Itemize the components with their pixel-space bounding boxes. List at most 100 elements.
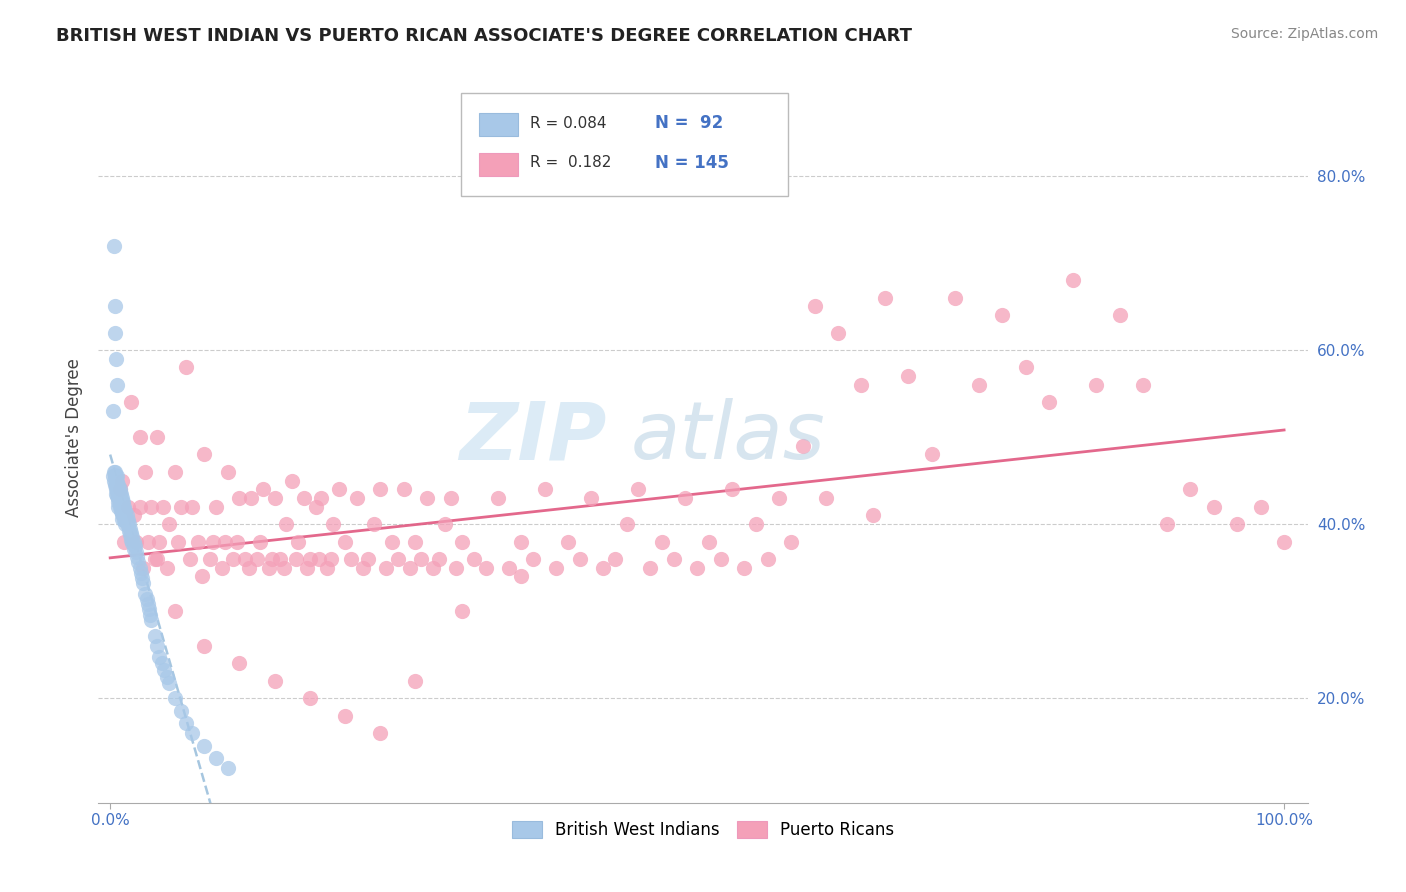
Point: [284, 552, 307, 566]
Text: atlas: atlas: [630, 398, 825, 476]
Point: [105, 489, 128, 503]
Point: [387, 552, 409, 566]
Point: [404, 673, 426, 688]
Point: [945, 291, 967, 305]
Point: [111, 507, 134, 521]
Point: [157, 517, 180, 532]
Point: [117, 513, 139, 527]
Point: [733, 560, 755, 574]
Point: [110, 504, 132, 518]
Point: [181, 500, 204, 514]
Point: [316, 560, 339, 574]
Point: [662, 552, 685, 566]
Point: [152, 500, 174, 514]
Point: [363, 517, 385, 532]
Point: [398, 560, 420, 574]
Point: [780, 534, 803, 549]
Point: [148, 649, 170, 664]
Point: [1132, 377, 1154, 392]
Point: [308, 552, 330, 566]
Point: [101, 404, 124, 418]
Point: [246, 552, 269, 566]
Point: [111, 501, 134, 516]
Point: [122, 534, 145, 549]
Point: [127, 556, 149, 570]
Point: [120, 521, 142, 535]
Point: [1038, 395, 1060, 409]
Point: [114, 504, 136, 518]
Text: BRITISH WEST INDIAN VS PUERTO RICAN ASSOCIATE'S DEGREE CORRELATION CHART: BRITISH WEST INDIAN VS PUERTO RICAN ASSO…: [56, 27, 912, 45]
Point: [125, 534, 148, 549]
Point: [128, 560, 150, 574]
Point: [198, 552, 221, 566]
Point: [439, 491, 461, 505]
Point: [132, 576, 155, 591]
Point: [311, 491, 333, 505]
Point: [181, 726, 204, 740]
Point: [122, 541, 145, 556]
Point: [122, 508, 145, 523]
Point: [897, 369, 920, 384]
Point: [167, 534, 190, 549]
Point: [101, 469, 124, 483]
Point: [392, 483, 415, 497]
Point: [873, 291, 896, 305]
Point: [112, 513, 135, 527]
Point: [697, 534, 720, 549]
Point: [108, 483, 131, 497]
Point: [862, 508, 884, 523]
Point: [603, 552, 626, 566]
Point: [112, 500, 135, 514]
Point: [124, 539, 146, 553]
Point: [132, 560, 155, 574]
Point: [114, 510, 136, 524]
Point: [217, 465, 239, 479]
Point: [148, 534, 170, 549]
Point: [627, 483, 650, 497]
Legend: British West Indians, Puerto Ricans: British West Indians, Puerto Ricans: [505, 814, 901, 846]
Point: [110, 492, 132, 507]
Point: [616, 517, 638, 532]
Point: [131, 571, 153, 585]
Point: [105, 483, 128, 497]
Point: [1108, 308, 1130, 322]
Point: [146, 639, 169, 653]
Point: [104, 300, 127, 314]
Point: [107, 478, 129, 492]
Point: [756, 552, 779, 566]
Point: [163, 604, 186, 618]
Point: [105, 469, 128, 483]
Point: [581, 491, 603, 505]
Point: [1062, 273, 1084, 287]
Point: [129, 566, 152, 580]
Point: [190, 569, 212, 583]
Point: [105, 377, 128, 392]
Point: [381, 534, 404, 549]
Point: [104, 469, 127, 483]
Point: [127, 550, 149, 565]
Point: [105, 478, 128, 492]
Point: [238, 560, 260, 574]
Point: [104, 465, 127, 479]
Point: [111, 491, 134, 505]
Point: [146, 430, 169, 444]
Point: [433, 517, 456, 532]
Point: [134, 587, 156, 601]
Point: [105, 475, 128, 490]
Point: [136, 597, 159, 611]
Point: [340, 552, 363, 566]
Point: [121, 536, 143, 550]
Point: [292, 491, 315, 505]
Point: [851, 377, 873, 392]
Point: [1202, 500, 1225, 514]
Point: [107, 483, 129, 497]
Point: [103, 238, 125, 252]
Point: [768, 491, 790, 505]
Point: [110, 498, 132, 512]
Point: [105, 481, 128, 495]
Point: [357, 552, 380, 566]
Point: [107, 491, 129, 505]
Point: [143, 552, 166, 566]
Text: ZIP: ZIP: [458, 398, 606, 476]
Point: [211, 560, 233, 574]
